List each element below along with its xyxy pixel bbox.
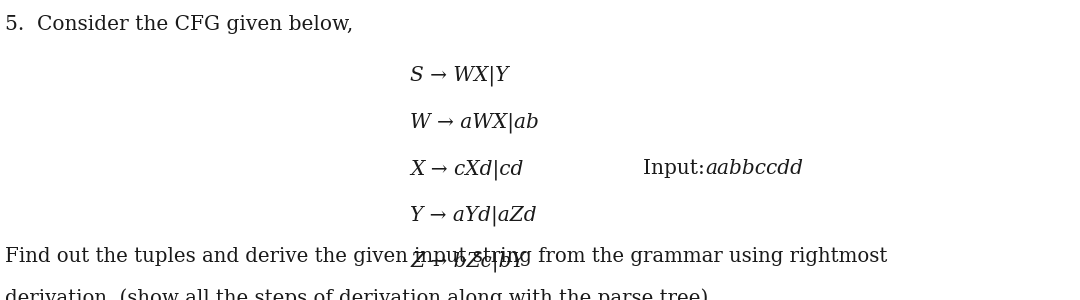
Text: W → aWX|ab: W → aWX|ab: [410, 112, 539, 133]
Text: derivation. (show all the steps of derivation along with the parse tree): derivation. (show all the steps of deriv…: [5, 288, 708, 300]
Text: Z → bZc|bY: Z → bZc|bY: [410, 252, 525, 272]
Text: Input:: Input:: [643, 159, 711, 178]
Text: aabbccdd: aabbccdd: [705, 159, 804, 178]
Text: X → cXd|cd: X → cXd|cd: [410, 159, 524, 179]
Text: Y → aYd|aZd: Y → aYd|aZd: [410, 206, 537, 226]
Text: S → WX|Y: S → WX|Y: [410, 66, 509, 86]
Text: 5.  Consider the CFG given below,: 5. Consider the CFG given below,: [5, 15, 353, 34]
Text: Find out the tuples and derive the given input string from the grammar using rig: Find out the tuples and derive the given…: [5, 248, 888, 266]
